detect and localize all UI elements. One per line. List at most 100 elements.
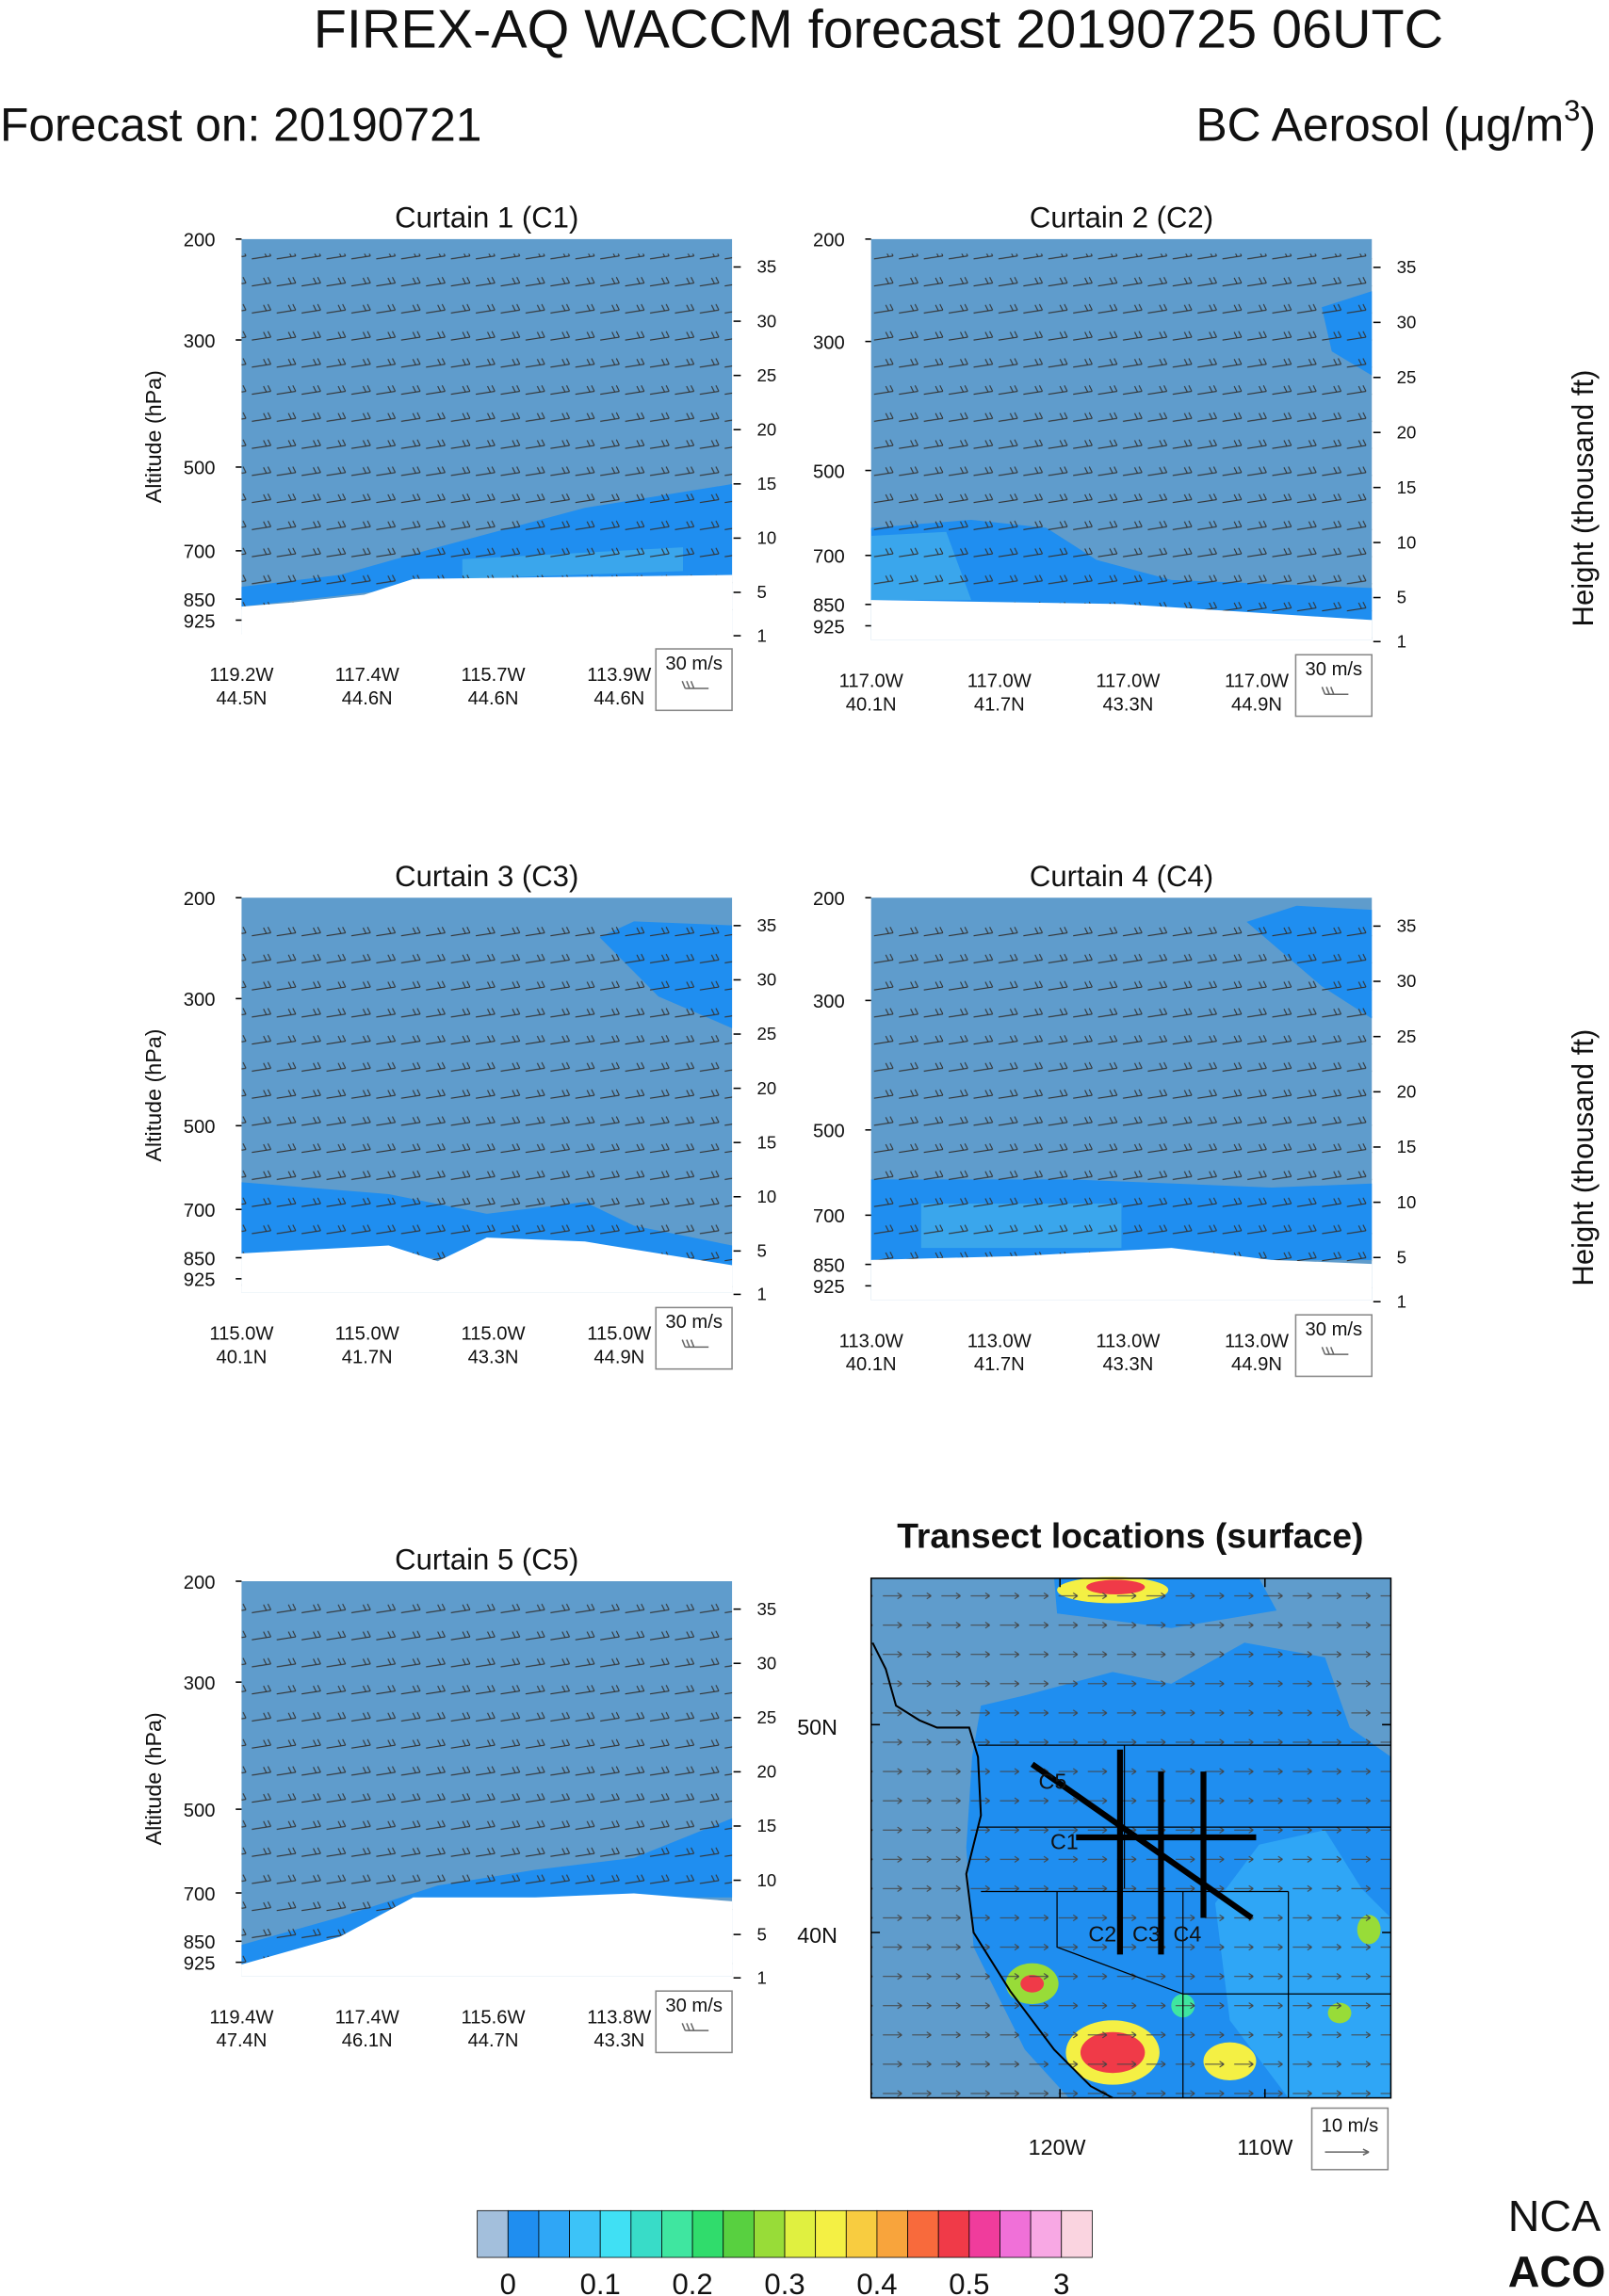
right-tick-label: 30 bbox=[1397, 313, 1417, 332]
left-tick-label: 925 bbox=[184, 1270, 216, 1291]
x-label-lon: 113.0W bbox=[839, 1331, 903, 1351]
x-label-lat: 44.6N bbox=[468, 688, 519, 709]
x-label-lon: 115.0W bbox=[587, 1324, 651, 1345]
wind-key-label: 30 m/s bbox=[665, 654, 723, 674]
wind-key bbox=[1294, 1314, 1373, 1378]
left-tick-label: 300 bbox=[184, 331, 216, 352]
x-label-lon: 117.4W bbox=[335, 2007, 399, 2028]
colorbar-label: 3 bbox=[1053, 2268, 1069, 2296]
right-tick-label: 5 bbox=[756, 1924, 766, 1944]
wind-barbs bbox=[870, 912, 1373, 1301]
right-tick-label: 15 bbox=[1397, 1137, 1417, 1156]
right-tick-label: 35 bbox=[756, 915, 776, 935]
curtain-title: Curtain 5 (C5) bbox=[395, 1544, 578, 1576]
wind-key-barb bbox=[681, 1339, 709, 1349]
x-label-lat: 43.3N bbox=[1102, 694, 1153, 715]
wind-key bbox=[655, 648, 733, 712]
x-label-lat: 43.3N bbox=[1102, 1354, 1153, 1375]
wind-key-label: 30 m/s bbox=[665, 1312, 723, 1333]
right-axis-label: Height (thousand ft) bbox=[1567, 369, 1600, 626]
right-tick-label: 20 bbox=[756, 1762, 776, 1782]
wind-key-label: 30 m/s bbox=[665, 1996, 723, 2016]
colorbar-swatch bbox=[845, 2209, 878, 2258]
transect-label: C2 bbox=[1088, 1921, 1116, 1946]
left-tick-label: 300 bbox=[813, 332, 845, 353]
right-tick-label: 5 bbox=[1397, 588, 1406, 607]
x-label-lon: 115.7W bbox=[461, 665, 525, 686]
x-label-lat: 43.3N bbox=[468, 1347, 519, 1367]
quantity-end: ) bbox=[1580, 99, 1596, 152]
wind-key-barb bbox=[681, 2023, 709, 2031]
right-tick-label: 20 bbox=[1397, 1082, 1417, 1102]
colorbar-swatch bbox=[538, 2209, 570, 2258]
right-tick-label: 1 bbox=[1397, 631, 1406, 651]
x-label-lon: 113.8W bbox=[587, 2007, 651, 2028]
left-tick-label: 700 bbox=[184, 1201, 216, 1221]
map-wind-key bbox=[1310, 2107, 1390, 2171]
left-tick-label: 300 bbox=[184, 1673, 216, 1694]
lat-label: 40N bbox=[797, 1923, 837, 1948]
right-tick-label: 1 bbox=[1397, 1291, 1406, 1311]
right-tick-label: 35 bbox=[1397, 257, 1417, 277]
transect-label: C3 bbox=[1132, 1921, 1161, 1946]
left-tick-label: 200 bbox=[813, 889, 845, 910]
x-label-lat: 44.9N bbox=[593, 1347, 644, 1367]
x-label-lat: 47.4N bbox=[216, 2030, 267, 2051]
right-tick-label: 5 bbox=[1397, 1247, 1406, 1267]
wind-key-label: 30 m/s bbox=[1306, 659, 1363, 680]
right-tick-label: 10 bbox=[756, 1187, 776, 1206]
colorbar-swatch bbox=[661, 2209, 693, 2258]
right-tick-label: 20 bbox=[756, 1078, 776, 1098]
left-tick-label: 925 bbox=[184, 1953, 216, 1974]
curtain-title: Curtain 2 (C2) bbox=[1030, 201, 1213, 234]
colorbar-swatch bbox=[784, 2209, 817, 2258]
transect-label: C5 bbox=[1039, 1770, 1067, 1794]
curtain-title: Curtain 3 (C3) bbox=[395, 860, 578, 893]
ground bbox=[241, 574, 733, 635]
x-label-lon: 117.0W bbox=[1096, 671, 1160, 691]
curtain-title: Curtain 1 (C1) bbox=[395, 201, 578, 234]
map-frame bbox=[870, 1577, 1392, 2099]
colorbar-swatch bbox=[477, 2209, 509, 2258]
wind-barbs bbox=[870, 253, 1373, 640]
transect-label: C1 bbox=[1050, 1829, 1079, 1853]
left-tick-label: 850 bbox=[184, 1249, 216, 1269]
x-label-lat: 43.3N bbox=[593, 2030, 644, 2051]
x-label-lat: 40.1N bbox=[216, 1347, 267, 1367]
left-tick-label: 200 bbox=[184, 1573, 216, 1593]
x-label-lat: 40.1N bbox=[846, 1354, 897, 1375]
right-tick-label: 20 bbox=[756, 419, 776, 439]
colorbar-label: 0.3 bbox=[764, 2268, 804, 2296]
right-tick-label: 1 bbox=[756, 625, 766, 645]
left-axis-label: Altitude (hPa) bbox=[141, 1028, 166, 1161]
colorbar-label: 0.4 bbox=[856, 2268, 897, 2296]
wind-key-barb bbox=[681, 680, 709, 689]
left-tick-label: 500 bbox=[813, 1122, 845, 1142]
left-axis-label: Altitude (hPa) bbox=[141, 370, 166, 503]
x-label-lat: 44.6N bbox=[593, 688, 644, 709]
x-label-lon: 119.4W bbox=[209, 2007, 273, 2028]
left-tick-label: 700 bbox=[813, 1206, 845, 1227]
right-tick-label: 10 bbox=[1397, 1192, 1417, 1212]
colorbar-swatch bbox=[815, 2209, 847, 2258]
x-label-lon: 113.0W bbox=[967, 1331, 1032, 1351]
wind-key-barb bbox=[1321, 1347, 1349, 1355]
left-tick-label: 300 bbox=[184, 990, 216, 1011]
x-label-lon: 117.4W bbox=[335, 665, 399, 686]
colorbar-label: 0.1 bbox=[580, 2268, 621, 2296]
quantity: BC Aerosol (μg/m3) bbox=[1196, 94, 1596, 152]
colorbar-swatch bbox=[907, 2209, 939, 2258]
wind-key-barb bbox=[1321, 687, 1349, 695]
ground bbox=[241, 1237, 733, 1293]
x-label-lon: 117.0W bbox=[1225, 671, 1289, 691]
x-label-lon: 119.2W bbox=[209, 665, 273, 686]
curtain-title: Curtain 4 (C4) bbox=[1030, 860, 1213, 893]
wind-key bbox=[1294, 654, 1373, 718]
x-label-lon: 115.0W bbox=[209, 1324, 273, 1345]
right-tick-label: 5 bbox=[756, 582, 766, 602]
x-label-lon: 117.0W bbox=[967, 671, 1032, 691]
colorbar: 0 0.1 0.2 0.3 0.4 0.5 3 bbox=[477, 2209, 1093, 2296]
